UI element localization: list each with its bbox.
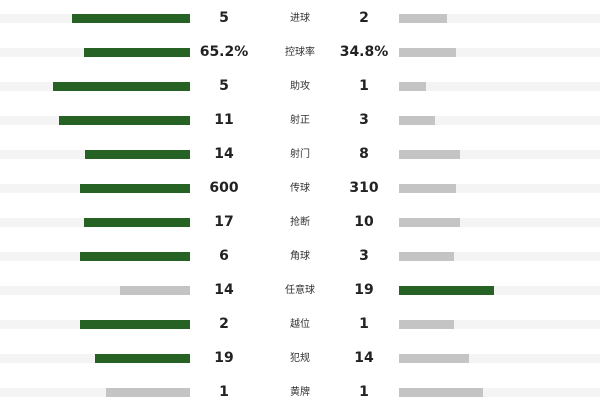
home-stat-value: 5 <box>219 10 229 26</box>
away-stat-bar <box>399 320 454 329</box>
home-bar-track <box>0 388 190 397</box>
away-bar-track <box>399 354 600 363</box>
stat-row: 65.2% 控球率 34.8% <box>0 35 600 69</box>
away-bar-track <box>399 82 600 91</box>
stat-label: 抢断 <box>290 217 310 228</box>
away-stat-bar <box>399 252 454 261</box>
home-stat-bar <box>53 82 190 91</box>
stat-label: 进球 <box>290 13 310 24</box>
away-stat-value: 1 <box>359 316 369 332</box>
away-stat-value: 2 <box>359 10 369 26</box>
away-bar-track <box>399 150 600 159</box>
stat-row: 14 射门 8 <box>0 137 600 171</box>
away-stat-value: 310 <box>349 180 379 196</box>
home-stat-bar <box>85 150 190 159</box>
away-stat-value: 19 <box>354 282 374 298</box>
away-bar-track <box>399 252 600 261</box>
stat-label: 犯规 <box>290 353 310 364</box>
away-bar-track <box>399 320 600 329</box>
away-stat-bar <box>399 82 426 91</box>
home-stat-value: 19 <box>214 350 234 366</box>
away-stat-value: 1 <box>359 384 369 400</box>
away-stat-value: 3 <box>359 112 369 128</box>
away-stat-bar <box>399 388 483 397</box>
home-bar-track <box>0 286 190 295</box>
stat-label: 射正 <box>290 115 310 126</box>
home-stat-bar <box>72 14 190 23</box>
away-bar-track <box>399 14 600 23</box>
away-stat-value: 34.8% <box>339 44 389 60</box>
home-stat-bar <box>59 116 190 125</box>
away-stat-bar <box>399 48 456 57</box>
stat-label: 射门 <box>290 149 310 160</box>
away-stat-value: 14 <box>354 350 374 366</box>
home-stat-value: 14 <box>214 146 234 162</box>
home-stat-bar <box>84 218 190 227</box>
away-bar-track <box>399 116 600 125</box>
home-stat-bar <box>106 388 190 397</box>
away-stat-value: 1 <box>359 78 369 94</box>
away-stat-bar <box>399 286 494 295</box>
home-stat-bar <box>80 320 190 329</box>
stat-label: 越位 <box>290 319 310 330</box>
home-stat-bar <box>80 252 190 261</box>
home-stat-value: 5 <box>219 78 229 94</box>
stat-label: 角球 <box>290 251 310 262</box>
away-stat-bar <box>399 116 435 125</box>
away-stat-bar <box>399 218 460 227</box>
away-stat-bar <box>399 354 469 363</box>
stat-row: 2 越位 1 <box>0 307 600 341</box>
home-stat-value: 2 <box>219 316 229 332</box>
stat-label: 任意球 <box>285 285 315 296</box>
home-stat-value: 1 <box>219 384 229 400</box>
match-stats-panel: 5 进球 2 65.2% 控球率 34.8% 5 助攻 1 11 射正 3 14 射门 8 600 传球 310 1… <box>0 1 600 400</box>
away-bar-track <box>399 388 600 397</box>
away-bar-track <box>399 218 600 227</box>
away-stat-value: 3 <box>359 248 369 264</box>
stat-label: 助攻 <box>290 81 310 92</box>
stat-row: 6 角球 3 <box>0 239 600 273</box>
home-stat-value: 17 <box>214 214 234 230</box>
away-stat-value: 10 <box>354 214 374 230</box>
stat-row: 600 传球 310 <box>0 171 600 205</box>
stat-label: 控球率 <box>285 47 315 58</box>
stat-row: 1 黄牌 1 <box>0 375 600 409</box>
away-stat-value: 8 <box>359 146 369 162</box>
away-stat-bar <box>399 14 447 23</box>
stat-row: 5 进球 2 <box>0 1 600 35</box>
home-stat-value: 600 <box>209 180 239 196</box>
home-stat-value: 14 <box>214 282 234 298</box>
stat-row: 17 抢断 10 <box>0 205 600 239</box>
away-stat-bar <box>399 184 456 193</box>
home-stat-bar <box>120 286 190 295</box>
away-bar-track <box>399 184 600 193</box>
home-stat-value: 11 <box>214 112 234 128</box>
stat-row: 19 犯规 14 <box>0 341 600 375</box>
home-stat-bar <box>95 354 190 363</box>
home-stat-bar <box>84 48 190 57</box>
home-stat-value: 6 <box>219 248 229 264</box>
home-stat-bar <box>80 184 190 193</box>
home-stat-value: 65.2% <box>199 44 249 60</box>
stat-row: 5 助攻 1 <box>0 69 600 103</box>
away-bar-track <box>399 286 600 295</box>
away-stat-bar <box>399 150 460 159</box>
stat-label: 传球 <box>290 183 310 194</box>
stat-label: 黄牌 <box>290 387 310 398</box>
away-bar-track <box>399 48 600 57</box>
stat-row: 11 射正 3 <box>0 103 600 137</box>
stat-row: 14 任意球 19 <box>0 273 600 307</box>
